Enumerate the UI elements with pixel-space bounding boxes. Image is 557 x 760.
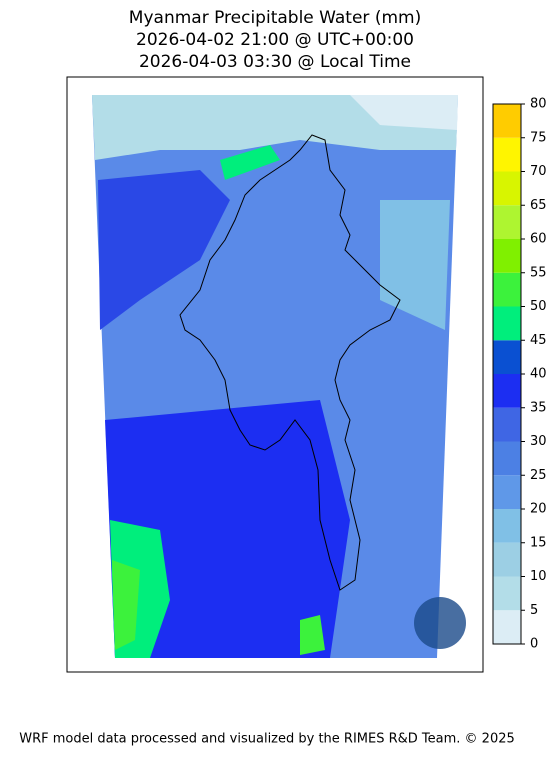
colorbar-tick-label: 10 xyxy=(530,569,547,584)
title-line: 2026-04-02 21:00 @ UTC+00:00 xyxy=(136,30,414,50)
colorbar-bin xyxy=(493,441,521,476)
colorbar-tick-label: 80 xyxy=(530,97,547,112)
colorbar-tick-label: 60 xyxy=(530,232,547,247)
colorbar-tick-label: 45 xyxy=(530,333,547,348)
colorbar-tick-label: 20 xyxy=(530,502,547,517)
logo xyxy=(414,597,466,649)
colorbar-frame xyxy=(492,103,522,645)
field-west xyxy=(98,170,230,330)
colorbar-bin xyxy=(493,509,521,543)
field-dry-ne xyxy=(350,95,458,130)
colorbar-tick-label: 55 xyxy=(530,265,547,280)
title-line: Myanmar Precipitable Water (mm) xyxy=(129,8,421,28)
colorbar-bin xyxy=(493,306,521,341)
colorbar-bin xyxy=(493,171,521,206)
colorbar-tick-label: 65 xyxy=(530,198,547,213)
colorbar-tick-label: 50 xyxy=(530,299,547,314)
colorbar-bin xyxy=(493,610,521,644)
colorbar-bin xyxy=(493,374,521,408)
colorbar-tick-label: 30 xyxy=(530,434,547,449)
map xyxy=(66,76,484,673)
colorbar-tick-label: 15 xyxy=(530,535,547,550)
colorbar-bin xyxy=(493,272,521,307)
colorbar-bin xyxy=(493,104,521,138)
colorbar-bin xyxy=(493,340,521,374)
colorbar-tick-label: 25 xyxy=(530,468,547,483)
colorbar-tick-label: 5 xyxy=(530,603,538,618)
colorbar-tick-label: 75 xyxy=(530,130,547,145)
colorbar-bin xyxy=(493,542,521,577)
colorbar-bin xyxy=(493,205,521,239)
colorbar-bin xyxy=(493,576,521,611)
colorbar-bin xyxy=(493,407,521,442)
colorbar-bin xyxy=(493,137,521,172)
colorbar-tick-label: 35 xyxy=(530,400,547,415)
colorbar-tick-label: 70 xyxy=(530,164,547,179)
colorbar-tick-label: 40 xyxy=(530,367,547,382)
colorbar-bin xyxy=(493,475,521,509)
colorbar: 0 5 10 15 20 25 30 35 40 45 50 55 60 65 70 75 80 xyxy=(493,97,547,652)
title-line: 2026-04-03 03:30 @ Local Time xyxy=(139,52,411,72)
footer: WRF model data processed and visualized … xyxy=(19,732,515,747)
field-moist-se xyxy=(300,615,325,655)
country-outline xyxy=(179,134,401,591)
field-east xyxy=(380,200,450,330)
field-moist-north xyxy=(220,145,280,180)
field-moist-core xyxy=(112,560,140,650)
colorbar-tick-label: 0 xyxy=(530,637,538,652)
colorbar-bin xyxy=(493,239,521,273)
